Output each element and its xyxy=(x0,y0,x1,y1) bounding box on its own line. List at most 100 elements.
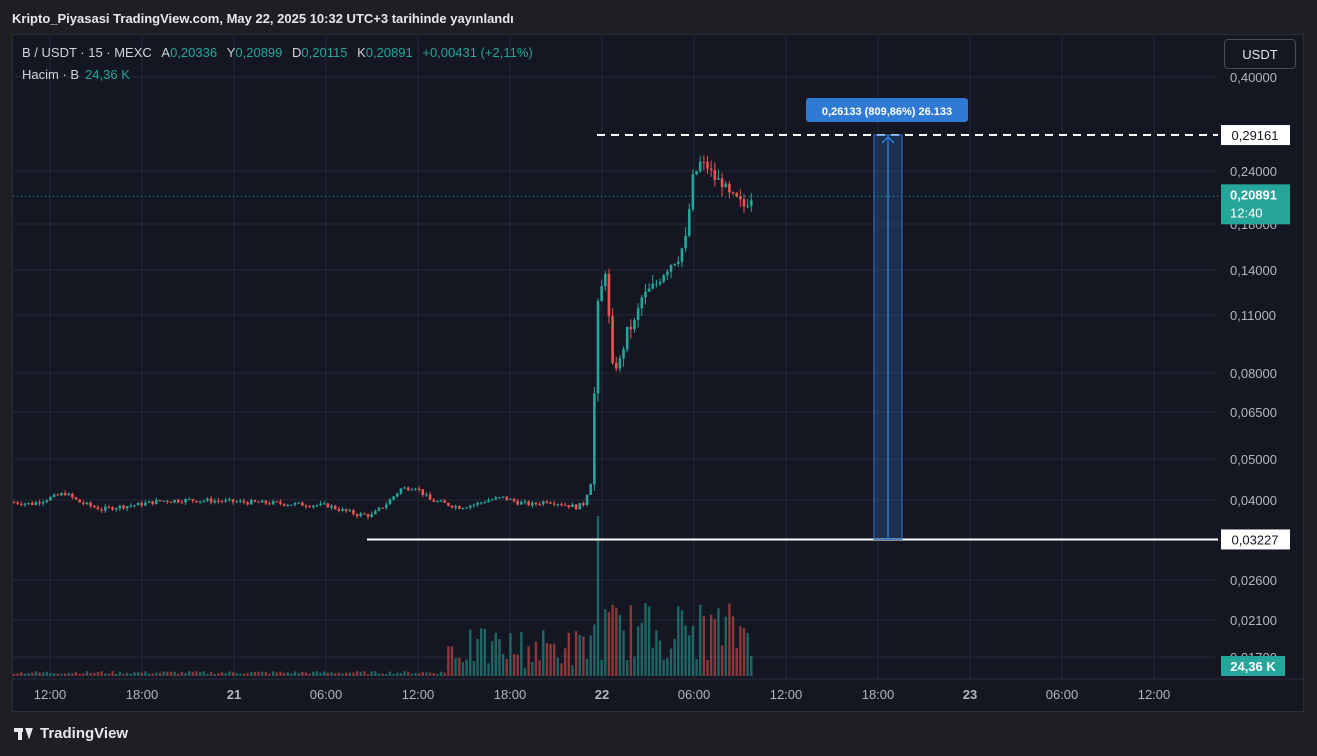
candle-body xyxy=(388,499,392,505)
candle-body xyxy=(184,499,187,503)
candle-body xyxy=(498,497,501,499)
candle-body xyxy=(63,493,67,496)
low-label: D xyxy=(292,45,302,60)
candle-body xyxy=(217,500,220,502)
volume-bar xyxy=(680,610,684,676)
candle-body xyxy=(706,162,709,169)
candle-body xyxy=(319,503,322,506)
volume-bar xyxy=(465,659,468,676)
candle-body xyxy=(534,502,538,505)
candle-body xyxy=(202,500,206,502)
y-tick-label: 0,08000 xyxy=(1230,366,1277,381)
volume-bar xyxy=(388,671,392,676)
candle-body xyxy=(140,502,144,506)
candle-body xyxy=(195,500,198,503)
candle-body xyxy=(312,505,315,507)
candle-body xyxy=(370,514,373,517)
currency-button[interactable]: USDT xyxy=(1224,39,1296,69)
candle-body xyxy=(103,506,107,511)
volume-bar xyxy=(407,671,410,676)
candle-body xyxy=(677,261,680,264)
volume-bar xyxy=(399,673,403,676)
volume-bar xyxy=(38,672,41,676)
publication-header: Kripto_Piyasasi TradingView.com, May 22,… xyxy=(12,11,514,26)
volume-bar xyxy=(553,643,556,676)
candle-body xyxy=(279,501,282,504)
volume-bar xyxy=(436,673,439,676)
x-tick-label: 18:00 xyxy=(126,687,159,702)
measure-label: 0,26133 (809,86%) 26.133 xyxy=(822,106,952,118)
candle-body xyxy=(684,235,687,249)
volume-bar xyxy=(425,672,428,676)
candle-body xyxy=(644,291,647,298)
candle-body xyxy=(374,510,377,515)
candle-body xyxy=(125,506,129,509)
candle-body xyxy=(655,283,658,285)
candle-body xyxy=(235,501,238,503)
volume-bar xyxy=(89,672,92,676)
support-price-box xyxy=(1221,529,1290,550)
candle-body xyxy=(220,501,224,503)
x-tick-label: 22 xyxy=(595,687,609,702)
candle-body xyxy=(71,493,74,498)
x-tick-label: 21 xyxy=(227,687,241,702)
candle-body xyxy=(571,504,574,508)
candle-body xyxy=(662,275,665,282)
volume-bar xyxy=(677,606,680,676)
volume-bar xyxy=(93,672,96,676)
candle-body xyxy=(377,507,381,511)
volume-bar xyxy=(662,659,665,676)
candle-body xyxy=(304,505,308,507)
resistance-price-label: 0,29161 xyxy=(1232,128,1279,143)
volume-bar xyxy=(162,671,165,676)
volume-bar xyxy=(691,626,695,676)
candle-body xyxy=(344,509,348,511)
volume-bar xyxy=(651,647,654,676)
candle-body xyxy=(625,326,629,350)
volume-bar xyxy=(268,673,271,676)
volume-bar xyxy=(253,671,257,676)
volume-label: Hacim · B xyxy=(22,67,80,82)
candle-body xyxy=(118,505,122,509)
volume-bar xyxy=(720,645,724,676)
candle-body xyxy=(622,349,625,359)
volume-bar xyxy=(319,672,322,676)
volume-bar xyxy=(746,633,749,676)
candle-body xyxy=(702,161,706,163)
volume-bar xyxy=(49,672,52,676)
volume-bar xyxy=(527,646,530,676)
candle-body xyxy=(629,326,633,330)
volume-bar xyxy=(301,671,304,676)
candle-body xyxy=(687,209,691,236)
candle-body xyxy=(417,488,421,490)
candle-body xyxy=(257,501,260,503)
volume-bar xyxy=(483,628,487,676)
volume-bar xyxy=(173,671,176,676)
volume-bar xyxy=(217,672,220,676)
candle-body xyxy=(249,500,253,505)
volume-bar xyxy=(334,673,337,676)
candle-body xyxy=(111,507,114,510)
volume-legend: Hacim · B 24,36 K xyxy=(22,67,130,82)
volume-bar xyxy=(177,673,180,676)
volume-bar xyxy=(52,673,56,676)
candle-body xyxy=(363,513,366,515)
candle-body xyxy=(720,178,724,188)
candle-body xyxy=(494,497,498,500)
volume-bar xyxy=(374,671,377,676)
candle-body xyxy=(399,488,403,494)
candle-body xyxy=(520,501,523,505)
countdown-label: 12:40 xyxy=(1230,205,1263,220)
x-tick-label: 06:00 xyxy=(678,687,711,702)
volume-bar xyxy=(458,657,461,676)
x-tick-label: 18:00 xyxy=(494,687,527,702)
volume-bar xyxy=(516,654,519,676)
symbol-label[interactable]: B / USDT · 15 · MEXC xyxy=(22,45,152,60)
candle-body xyxy=(282,503,286,506)
candle-body xyxy=(717,178,720,180)
volume-bar xyxy=(673,638,676,676)
x-tick-label: 06:00 xyxy=(310,687,343,702)
candle-body xyxy=(406,487,410,491)
open-label: A xyxy=(161,45,171,60)
